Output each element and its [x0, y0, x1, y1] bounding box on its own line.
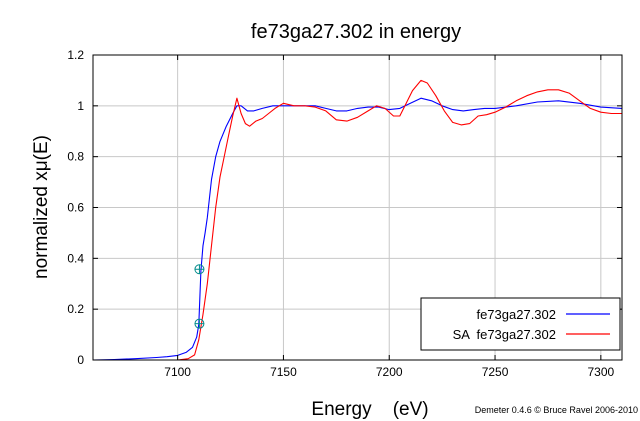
edge-marker-2 [194, 318, 205, 329]
y-tick-label: 1 [77, 99, 84, 113]
y-tick-label: 0 [77, 353, 84, 367]
x-tick-label: 7200 [376, 365, 403, 379]
y-tick-label: 0.6 [67, 201, 84, 215]
chart-title: fe73ga27.302 in energy [251, 21, 461, 43]
legend-label-series-1: fe73ga27.302 [476, 307, 556, 322]
edge-markers [194, 264, 205, 329]
legend-label-series-2: SA fe73ga27.302 [453, 327, 556, 342]
x-tick-label: 7100 [164, 365, 191, 379]
y-tick-label: 0.2 [67, 302, 84, 316]
tick-labels: 7100 7150 7200 7250 7300 0 0.2 0.4 0.6 0.8 1 1.2 [67, 48, 614, 379]
series-line-2 [93, 79, 622, 361]
y-axis-label: normalized xμ(E) [31, 135, 52, 279]
y-tick-label: 0.8 [67, 150, 84, 164]
legend-box [420, 297, 621, 351]
legend: fe73ga27.302 SA fe73ga27.302 [420, 297, 621, 351]
x-tick-label: 7150 [270, 365, 297, 379]
edge-marker-1 [194, 264, 205, 275]
y-tick-label: 1.2 [67, 48, 84, 62]
x-tick-label: 7300 [587, 365, 614, 379]
axis-ticks [93, 54, 622, 361]
x-axis-label: Energy (eV) [311, 399, 428, 420]
x-tick-label: 7250 [482, 365, 509, 379]
data-lines [92, 79, 623, 361]
y-tick-label: 0.4 [67, 251, 84, 265]
credit-text: Demeter 0.4.6 © Bruce Ravel 2006-2010 [475, 405, 638, 415]
series-line-1 [92, 97, 623, 361]
